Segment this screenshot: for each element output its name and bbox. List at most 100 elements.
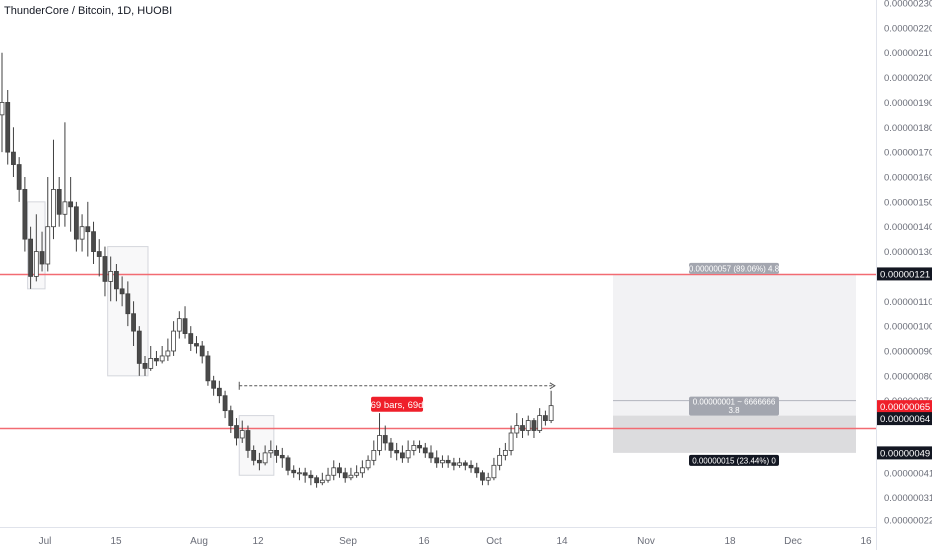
candle-body [222,395,228,412]
price-tick-label: 0.00000190 [884,98,932,109]
candle-body [73,206,79,240]
time-tick-label: Jul [39,536,52,547]
stop-zone [613,415,856,453]
candle [85,201,91,257]
candle-body [79,226,85,240]
candle [182,306,188,339]
candle-body [531,420,537,431]
candle-body [319,479,325,484]
candle [171,321,177,356]
candles [0,52,554,488]
candle [228,405,234,434]
candle-body [422,447,428,454]
candle-body [394,450,400,454]
candle-body [39,251,45,265]
candle [91,221,96,264]
candle-body [462,462,468,466]
candle-body [211,380,217,389]
candle [51,139,56,240]
candle-body [234,425,239,439]
chart-title: ThunderCore / Bitcoin, 1D, HUOBI [4,5,172,17]
candle-body [308,474,314,479]
candle [194,336,199,354]
candle [508,425,514,456]
candle [176,311,182,339]
candle [514,413,520,438]
candle-body [171,330,177,352]
date-range-label: 69 bars, 69d [371,400,424,411]
candle-body [354,472,360,476]
candle-body [371,450,377,461]
candle [16,157,22,202]
candle [525,415,531,436]
candle [365,455,371,471]
candle [22,176,28,252]
candle [468,460,474,473]
price-axis[interactable]: 0.00000230 0.00000220 0.00000210 0.00000200… [884,0,932,527]
candle-body [22,189,28,240]
candle-body [285,457,291,471]
candle-body [262,452,268,464]
candle-body [434,457,440,464]
candle-body [331,467,337,476]
target-zone [613,273,856,416]
time-tick-label: Sep [339,536,357,547]
candle [165,338,171,361]
time-tick-label: 16 [860,536,872,547]
candle-body [188,333,194,344]
candle-body [11,151,16,165]
position-labels: 0.00000057 (89.06%) 4.8 0.00000001 ~ 6666… [689,262,780,466]
candle-body [274,450,279,456]
target-label-box [689,262,779,274]
candle-body [205,355,211,382]
time-axis[interactable]: Jul 15 Aug 12 Sep 16 Oct 14 Nov 18 Dec 16 [39,536,872,547]
candle-body [56,189,62,215]
candle-body [136,330,142,364]
candle [411,440,417,456]
candle-body [445,459,451,464]
candle-body [291,469,297,474]
price-tick-label: 0.00000022 [884,516,932,527]
candle [314,475,320,488]
price-badge-label: 0.00000064 [880,414,930,425]
time-tick-label: Dec [784,536,802,547]
candle [359,460,365,478]
candle [297,467,302,481]
candle-body [348,474,354,479]
candle-body [182,318,188,334]
candle [537,408,543,434]
target-label: 0.00000057 (89.06%) 4.8 [689,264,780,273]
time-tick-label: 15 [110,536,122,547]
time-tick-label: Aug [190,536,208,547]
candle-body [428,452,434,459]
candle [405,440,411,463]
candle-body [399,452,405,459]
candle-body [337,467,342,474]
candle [382,425,388,451]
candle [211,375,217,396]
date-range-tool: 69 bars, 69d [238,381,556,412]
candle [268,440,274,458]
price-badge [877,400,932,414]
candle [548,390,554,424]
candle-body [440,459,445,464]
candle-body [411,445,417,451]
time-tick-label: 16 [418,536,430,547]
candle [96,239,102,277]
candle [279,447,285,468]
price-tick-label: 0.00000160 [884,172,932,183]
price-badge-label: 0.00000121 [880,269,930,280]
candle-body [508,432,514,451]
candle [188,326,194,351]
entry-label-line2: 3.8 [728,406,740,415]
entry-label-box [689,396,779,416]
candle [319,472,325,486]
price-badge [877,446,932,460]
candle [136,326,142,376]
candle-body [85,226,91,233]
candle [39,231,45,272]
candle [45,176,51,272]
